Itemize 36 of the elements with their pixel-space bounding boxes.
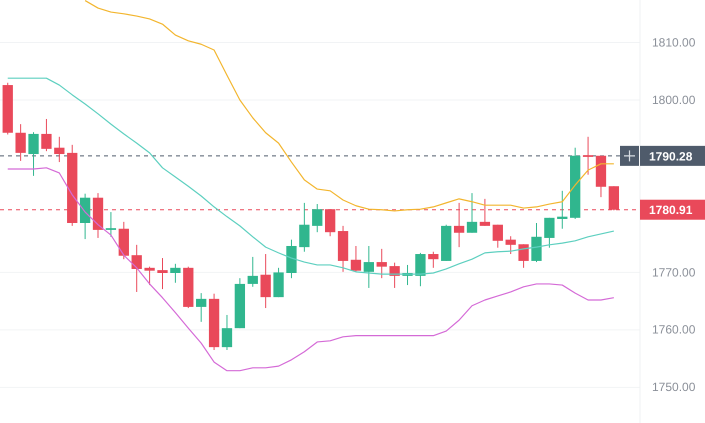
candlestick	[364, 245, 374, 288]
y-tick-label: 1800.00	[652, 92, 696, 107]
candlestick	[492, 224, 503, 248]
candlestick	[157, 258, 168, 290]
candlestick	[132, 244, 142, 292]
candlestick	[299, 202, 310, 252]
candlestick	[170, 263, 181, 284]
candlestick	[415, 252, 426, 287]
candlestick	[260, 254, 271, 309]
candlestick	[428, 251, 438, 268]
candlestick	[248, 256, 258, 288]
y-tick-label: 1760.00	[652, 322, 696, 337]
candlestick	[312, 204, 322, 233]
candlestick	[582, 136, 594, 176]
candlestick	[466, 192, 478, 234]
candlestick	[544, 217, 555, 248]
ref-line-label: 1780.91	[649, 203, 693, 218]
candlestick	[41, 118, 52, 152]
y-tick-label: 1810.00	[652, 35, 696, 50]
line-series	[7, 78, 614, 275]
line-series	[7, 167, 614, 372]
candlestick	[54, 136, 64, 163]
candlestick	[376, 248, 387, 279]
candlestick	[28, 132, 39, 176]
ref-line-label: 1790.28	[649, 149, 693, 164]
candlestick	[196, 292, 206, 322]
line-series	[84, 0, 614, 212]
candlestick	[350, 245, 362, 272]
candlestick	[222, 314, 232, 351]
y-tick-label: 1750.00	[652, 380, 696, 394]
candlestick	[15, 124, 26, 162]
candlestick	[506, 236, 516, 255]
candlestick	[389, 262, 400, 288]
y-tick-label: 1770.00	[652, 265, 696, 280]
candlestick	[557, 190, 568, 230]
candlestick	[106, 212, 116, 238]
